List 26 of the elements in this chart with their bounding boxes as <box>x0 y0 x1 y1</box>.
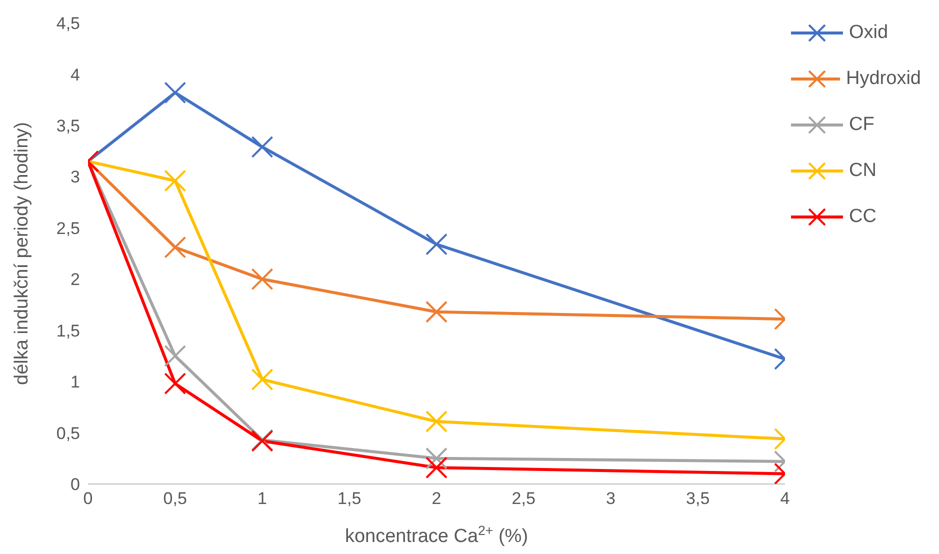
y-tick-label: 1 <box>70 372 80 392</box>
y-tick-label: 1,5 <box>56 321 80 340</box>
legend-label: Hydroxid <box>846 68 921 90</box>
y-tick-label: 2 <box>70 270 80 290</box>
y-tick-label: 0,5 <box>56 424 80 443</box>
x-tick-label: 1,5 <box>338 489 362 508</box>
x-tick-label: 0 <box>83 489 93 508</box>
x-tick-label: 2 <box>432 489 442 508</box>
x-tick-label: 0,5 <box>163 489 187 508</box>
legend-label: CN <box>849 160 876 182</box>
x-tick-label: 2,5 <box>512 489 536 508</box>
x-tick-label: 4 <box>780 489 790 508</box>
x-tick-label: 3,5 <box>686 489 710 508</box>
y-tick-label: 2,5 <box>56 218 80 238</box>
x-tick-label: 3 <box>606 489 616 508</box>
y-tick-label: 4 <box>70 65 80 84</box>
y-axis-title: délka indukční periody (hodiny) <box>12 122 33 385</box>
y-tick-label: 3,5 <box>56 116 80 136</box>
x-axis-title: koncentrace Ca$^{2+}$ (%) <box>344 522 528 547</box>
y-tick-label: 4,5 <box>56 14 80 34</box>
legend-label: Oxid <box>849 22 888 44</box>
x-tick-label: 1 <box>258 489 267 508</box>
legend-label: CC <box>849 206 876 228</box>
y-tick-label: 3 <box>70 168 80 187</box>
y-tick-label: 0 <box>70 475 80 494</box>
legend-label: CF <box>849 114 874 136</box>
